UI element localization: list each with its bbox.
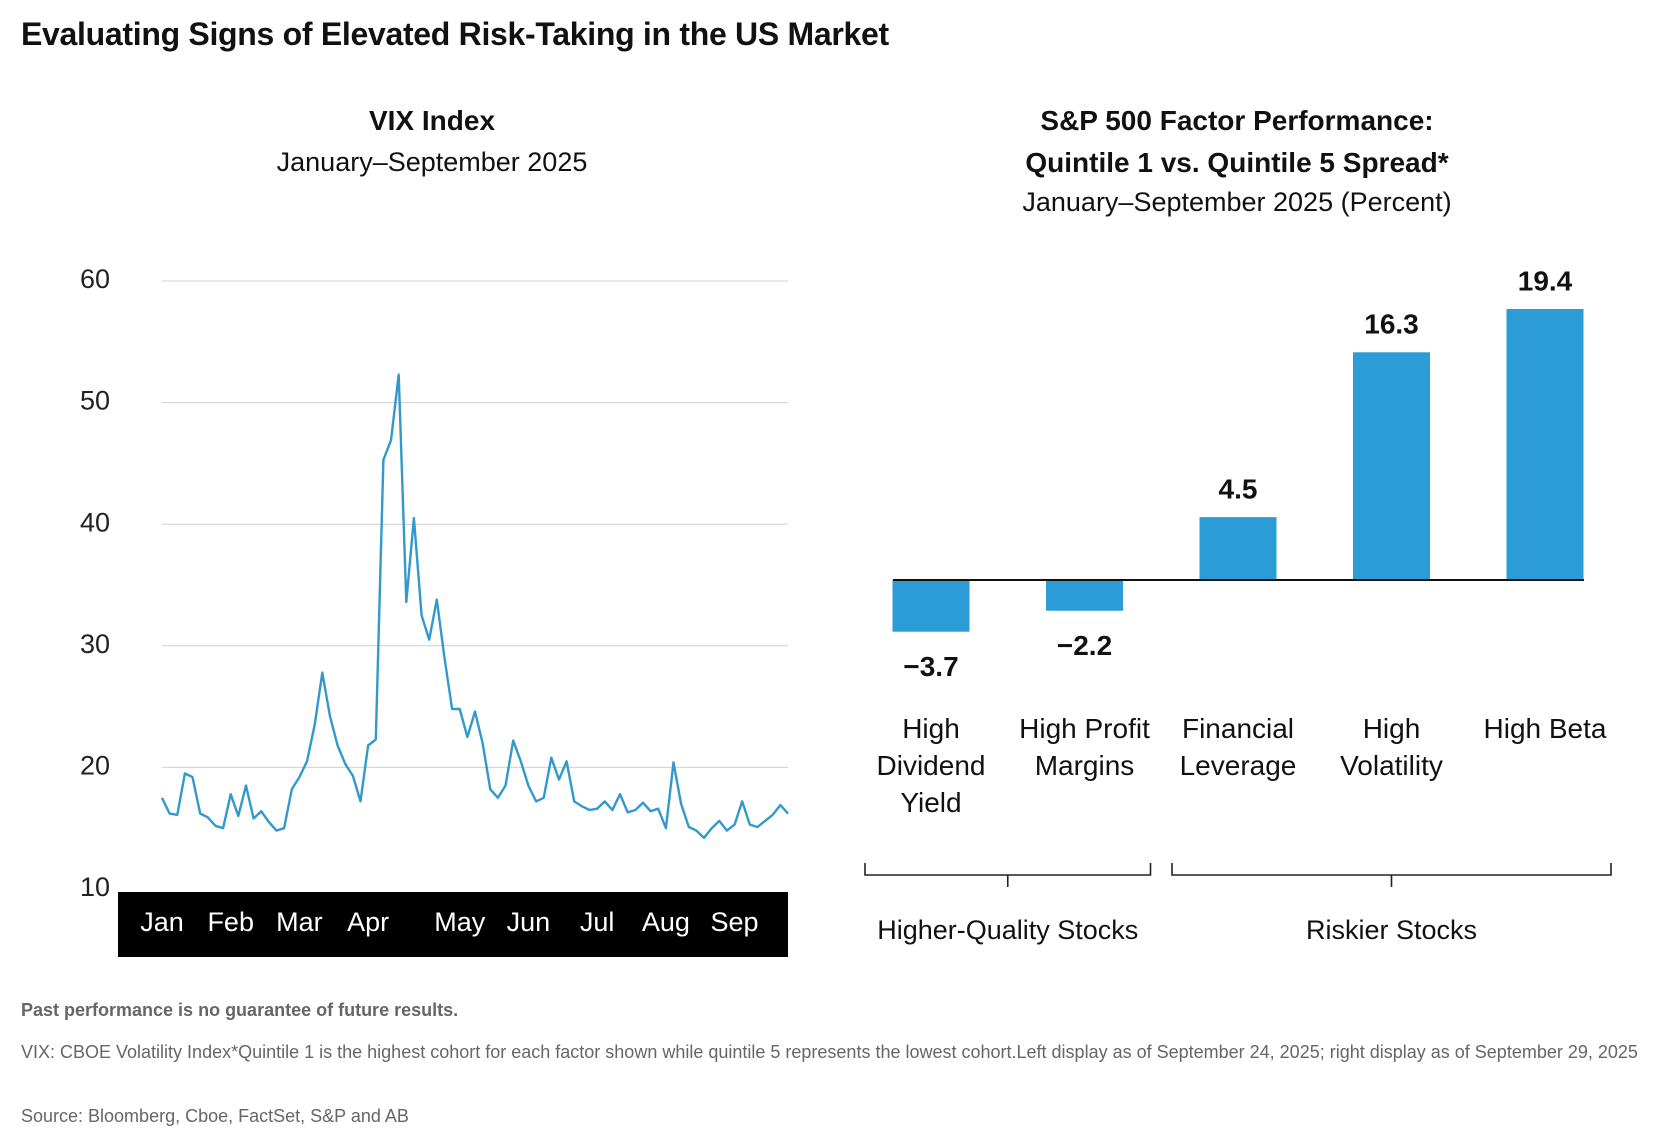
x-tick-label: High Dividend Yield	[876, 713, 986, 818]
x-axis-band	[118, 892, 788, 957]
x-tick-label: High Volatility	[1340, 713, 1443, 781]
y-tick-label: 50	[80, 386, 110, 416]
bar	[892, 580, 970, 632]
y-tick-label: 20	[80, 751, 110, 781]
bar	[1046, 580, 1123, 611]
x-tick-label: Financial Leverage	[1179, 713, 1297, 781]
x-tick-label: High Beta	[1483, 713, 1607, 744]
bar	[1353, 352, 1430, 580]
x-tick-label: Apr	[347, 907, 389, 937]
x-tick-label: High Profit Margins	[1019, 713, 1150, 781]
chart-title: VIX Index	[368, 105, 496, 136]
y-tick-label: 40	[80, 507, 110, 537]
value-label: 16.3	[1364, 309, 1419, 340]
page-title: Evaluating Signs of Elevated Risk-Taking…	[21, 16, 889, 52]
x-tick-label: Jan	[140, 907, 184, 937]
chart-subtitle: January–September 2025 (Percent)	[1022, 187, 1452, 217]
x-tick-label: Feb	[207, 907, 254, 937]
disclaimer: Past performance is no guarantee of futu…	[21, 1000, 459, 1020]
group-bracket	[1171, 863, 1612, 887]
bar	[1506, 308, 1584, 580]
value-label: 4.5	[1219, 474, 1258, 505]
source: Source: Bloomberg, Cboe, FactSet, S&P an…	[21, 1106, 409, 1126]
chart-title: S&P 500 Factor Performance: Quintile 1 v…	[1025, 105, 1449, 178]
group-label: Riskier Stocks	[1305, 915, 1478, 945]
x-tick-label: Sep	[711, 907, 759, 937]
y-tick-label: 30	[80, 629, 110, 659]
y-tick-label: 60	[80, 264, 110, 294]
bar	[1199, 517, 1277, 580]
x-tick-label: Jun	[507, 907, 551, 937]
value-label: −2.2	[1057, 630, 1112, 661]
value-label: −3.7	[903, 651, 958, 682]
vix-line	[160, 373, 789, 840]
group-bracket	[864, 863, 1152, 887]
x-tick-label: Aug	[642, 907, 690, 937]
value-label: 19.4	[1518, 265, 1573, 296]
y-tick-label: 10	[80, 872, 110, 902]
group-label: Higher-Quality Stocks	[877, 915, 1139, 945]
note: VIX: CBOE Volatility Index*Quintile 1 is…	[21, 1042, 1638, 1062]
x-tick-label: Mar	[276, 907, 323, 937]
chart-subtitle: January–September 2025	[276, 147, 588, 177]
x-tick-label: Jul	[580, 907, 615, 937]
x-tick-label: May	[434, 907, 486, 937]
